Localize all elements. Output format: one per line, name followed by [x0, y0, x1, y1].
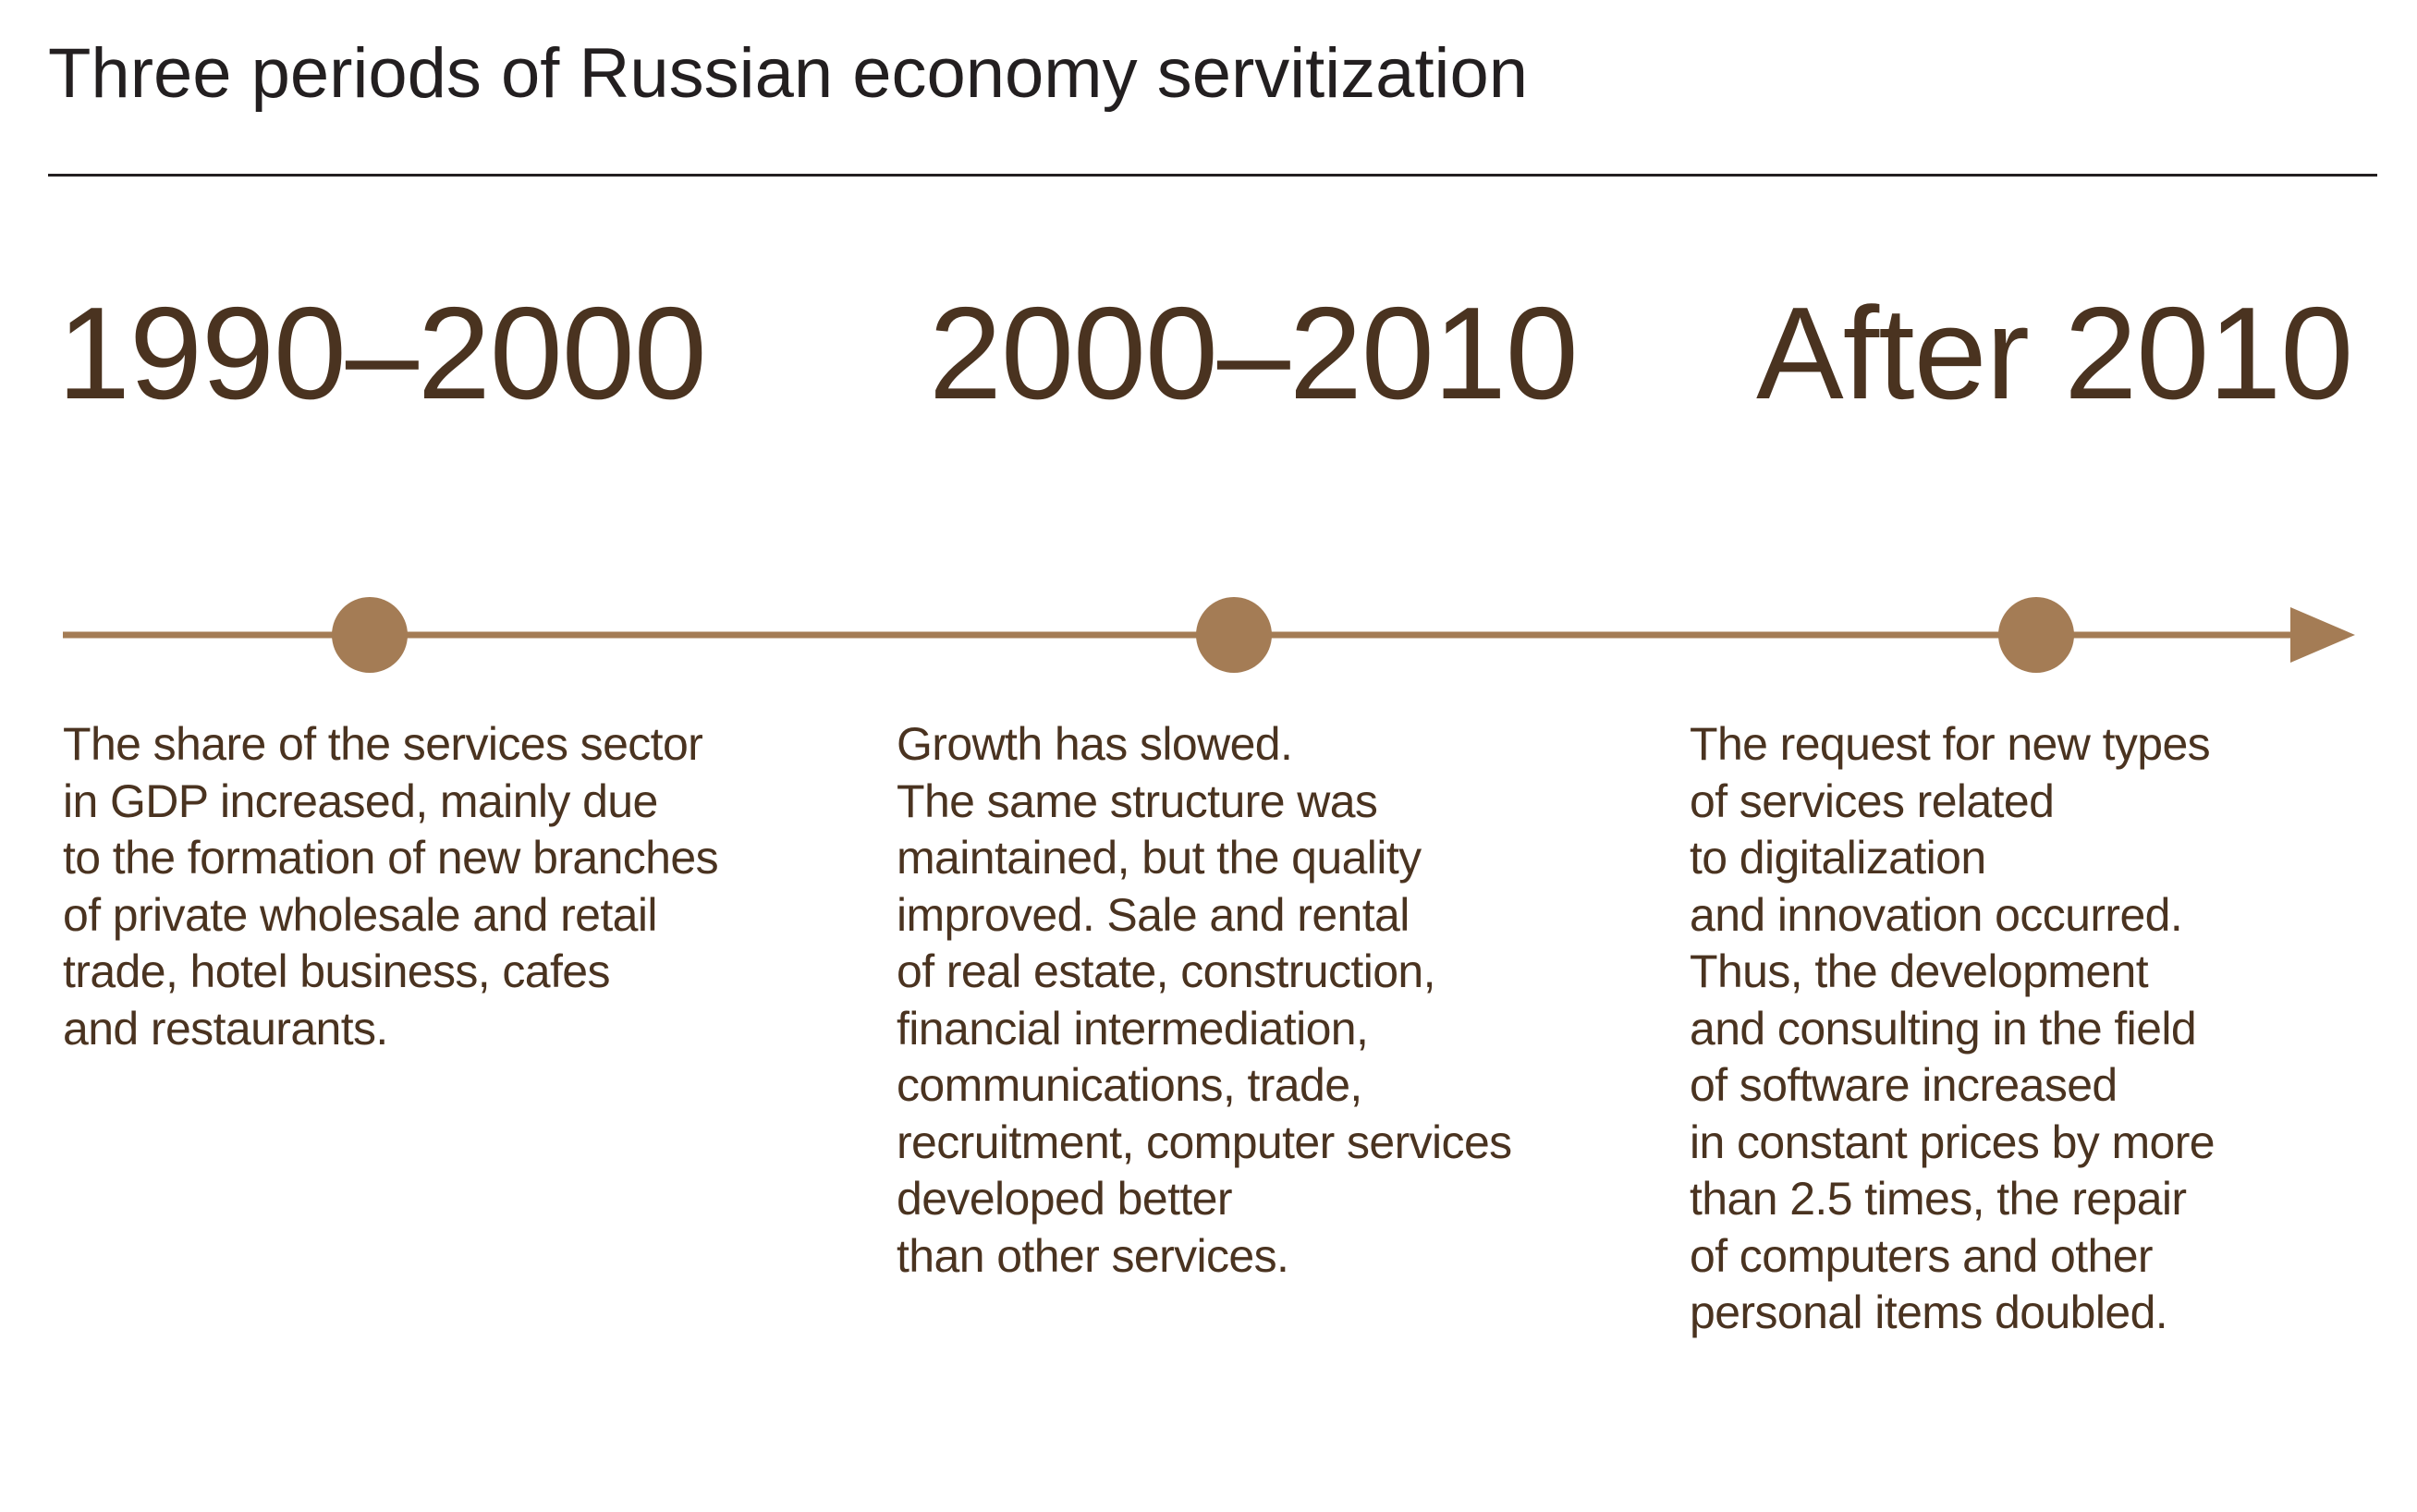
timeline-marker-1990-2000	[332, 597, 408, 673]
title-divider	[48, 174, 2377, 177]
period-description-2000-2010: Growth has slowed. The same structure wa…	[897, 718, 1512, 1282]
period-description-after-2010: The request for new types of services re…	[1690, 718, 2216, 1338]
period-description-1990-2000: The share of the services sector in GDP …	[63, 718, 719, 1055]
diagram-title: Three periods of Russian economy serviti…	[48, 34, 1528, 113]
timeline-marker-2000-2010	[1196, 597, 1272, 673]
timeline-arrowhead	[2290, 607, 2355, 663]
period-label-after-2010: After 2010	[1756, 280, 2353, 427]
period-label-1990-2000: 1990–2000	[57, 280, 707, 427]
timeline-marker-after-2010	[1998, 597, 2074, 673]
period-label-2000-2010: 2000–2010	[929, 280, 1579, 427]
